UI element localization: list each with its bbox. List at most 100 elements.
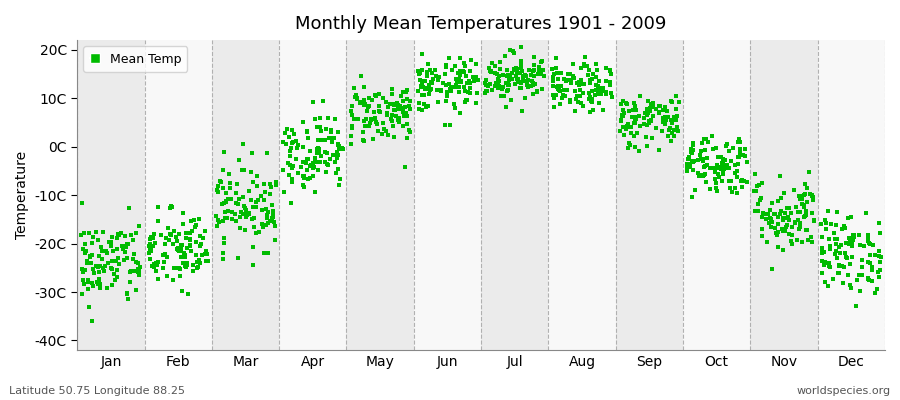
Point <box>286 130 301 137</box>
Point <box>260 249 274 256</box>
Point <box>570 92 584 99</box>
Point <box>491 71 505 77</box>
Point <box>795 200 809 207</box>
Point <box>120 290 134 296</box>
Point <box>92 276 106 282</box>
Point <box>818 258 832 265</box>
Point <box>399 89 413 96</box>
Point <box>300 167 314 174</box>
Point <box>356 137 371 143</box>
Point <box>846 236 860 243</box>
Point <box>782 205 796 211</box>
Point <box>645 135 660 141</box>
Point <box>715 178 729 184</box>
Point <box>526 73 541 79</box>
Point <box>861 275 876 281</box>
Point <box>225 208 239 215</box>
Point <box>417 84 431 90</box>
Point <box>733 154 747 160</box>
Point <box>508 65 523 71</box>
Point <box>872 253 886 259</box>
Point <box>104 238 119 245</box>
Point <box>175 248 189 254</box>
Point <box>212 178 227 184</box>
Point <box>724 158 739 164</box>
Point <box>549 92 563 98</box>
Point <box>190 264 204 271</box>
Point <box>506 48 520 54</box>
Point <box>805 239 819 245</box>
Point <box>656 115 670 122</box>
Point <box>845 243 859 249</box>
Point <box>305 160 320 166</box>
Point <box>354 99 368 105</box>
Point <box>598 89 613 95</box>
Point <box>586 71 600 77</box>
Point <box>615 113 629 120</box>
Point <box>193 260 207 266</box>
Point <box>442 81 456 87</box>
Point <box>184 236 198 243</box>
Point <box>415 80 429 86</box>
Point <box>604 90 618 96</box>
Point <box>460 80 474 86</box>
Point <box>520 78 535 84</box>
Point <box>525 78 539 84</box>
Point <box>245 150 259 156</box>
Point <box>572 93 586 99</box>
Point <box>752 181 766 188</box>
Point <box>120 255 134 261</box>
Point <box>658 115 672 121</box>
Point <box>549 64 563 71</box>
Point <box>98 262 112 269</box>
Point <box>266 219 281 226</box>
Point <box>584 96 598 102</box>
Point <box>552 87 566 93</box>
Point <box>556 92 571 98</box>
Point <box>572 92 587 99</box>
Point <box>175 287 189 294</box>
Point <box>656 115 670 122</box>
Point <box>805 192 819 198</box>
Point <box>491 76 506 82</box>
Point <box>862 240 877 246</box>
Point <box>814 221 828 228</box>
Point <box>167 228 182 234</box>
Point <box>749 188 763 194</box>
Bar <box>683 40 751 350</box>
Point <box>185 262 200 268</box>
Point <box>86 266 101 272</box>
Point <box>429 87 444 94</box>
Point <box>857 243 871 249</box>
Point <box>492 72 507 79</box>
Point <box>458 98 473 105</box>
Point <box>127 250 141 257</box>
Point <box>181 230 195 236</box>
Point <box>332 142 347 149</box>
Point <box>178 263 193 270</box>
Point <box>498 52 512 59</box>
Point <box>412 76 427 83</box>
Point <box>449 77 464 83</box>
Point <box>228 210 242 217</box>
Point <box>85 252 99 259</box>
Point <box>716 171 730 177</box>
Point <box>709 144 724 151</box>
Point <box>519 82 534 88</box>
Point <box>431 77 446 84</box>
Point <box>424 78 438 85</box>
Point <box>747 187 761 194</box>
Point <box>457 84 472 90</box>
Point <box>410 67 425 74</box>
Point <box>252 228 266 235</box>
Point <box>627 143 642 150</box>
Point <box>86 283 100 290</box>
Point <box>670 124 684 131</box>
Point <box>399 110 413 116</box>
Point <box>850 276 864 283</box>
Point <box>661 133 675 140</box>
Point <box>788 220 803 226</box>
Point <box>256 224 270 230</box>
Point <box>106 248 121 255</box>
Point <box>510 70 525 76</box>
